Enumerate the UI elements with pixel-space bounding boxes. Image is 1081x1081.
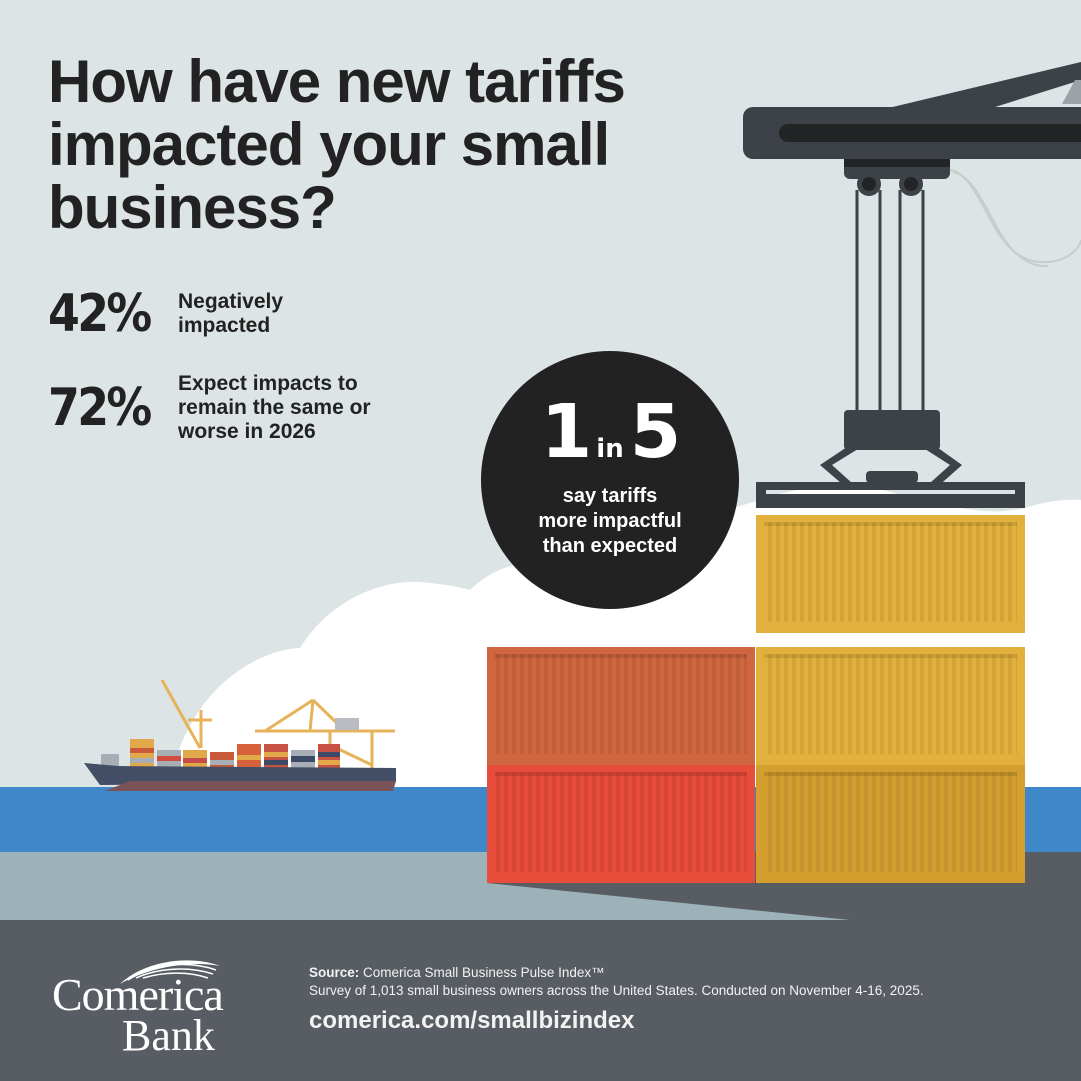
comerica-bank-logo: Comerica Bank: [48, 948, 248, 1060]
source-name: Comerica Small Business Pulse Index™: [363, 965, 605, 980]
stat-negatively-impacted: 42% Negatively impacted: [48, 288, 283, 340]
stat-value: 72%: [48, 378, 152, 438]
website-link[interactable]: comerica.com/smallbizindex: [309, 1007, 635, 1034]
badge-text: say tariffs more impactful than expected: [538, 485, 682, 557]
stat-label: Expect impacts to remain the same or wor…: [178, 372, 371, 443]
container-red: [487, 765, 755, 883]
stat-expect-impacts: 72% Expect impacts to remain the same or…: [48, 372, 371, 444]
badge-connector: in: [596, 434, 624, 464]
container-yellow-top: [756, 515, 1025, 633]
source-label: Source:: [309, 965, 360, 980]
ground-shadow: [487, 883, 1081, 920]
container-orange: [487, 647, 755, 765]
source-note: Source: Comerica Small Business Pulse In…: [309, 964, 924, 1000]
stat-label: Negatively impacted: [178, 290, 284, 337]
stat-value: 42%: [48, 284, 152, 344]
logo-subtext: Bank: [122, 1011, 215, 1060]
container-yellow-bottom: [756, 765, 1025, 883]
crane-icon: [743, 62, 1081, 508]
one-in-five-badge: 1 in5 say tariffs more impactful than exp…: [481, 351, 739, 609]
logo-swoosh-icon: [120, 960, 220, 984]
logo-wordmark: Comerica: [52, 969, 224, 1020]
badge-numerator: 1: [540, 389, 592, 475]
survey-note: Survey of 1,013 small business owners ac…: [309, 983, 924, 998]
container-yellow-middle: [756, 647, 1025, 765]
headline: How have new tariffs impacted your small…: [48, 48, 626, 241]
badge-denominator: 5: [629, 389, 681, 475]
badge-ratio: 1 in5: [481, 395, 739, 469]
cargo-ship-icon: [84, 679, 396, 791]
footer: Comerica Bank Source: Comerica Small Bus…: [0, 920, 1081, 1081]
